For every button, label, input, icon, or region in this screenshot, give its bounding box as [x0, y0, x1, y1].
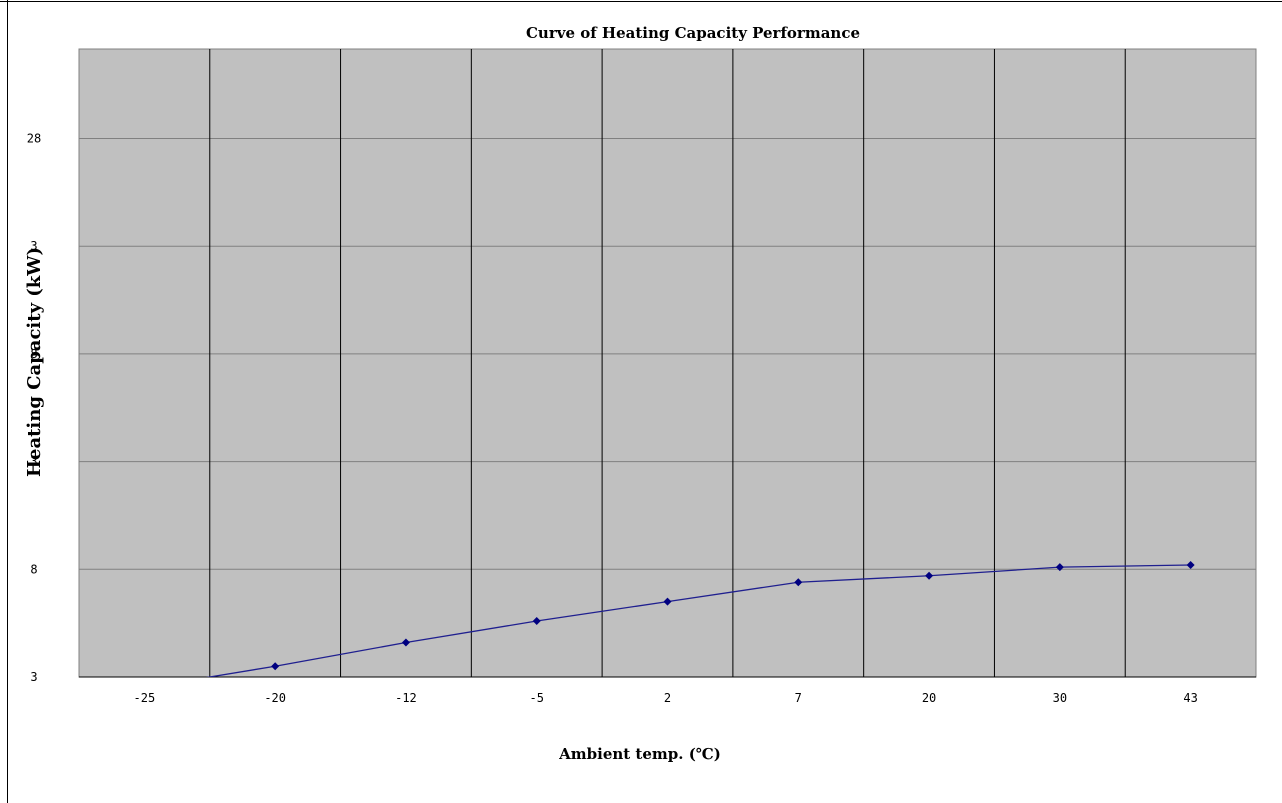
data-point: [794, 578, 803, 587]
x-tick-label: 43: [1183, 691, 1197, 705]
data-point: [663, 597, 672, 606]
data-point: [271, 662, 280, 671]
y-tick-label: 3: [30, 239, 37, 253]
y-tick-label: 8: [30, 347, 37, 361]
data-point: [532, 616, 541, 625]
x-tick-label: 2: [664, 691, 671, 705]
chart-title: Curve of Heating Capacity Performance: [526, 24, 860, 42]
data-point: [1186, 560, 1195, 569]
x-tick-labels: -25 -20 -12 -5 2 7 20 30 43: [134, 691, 1198, 705]
data-point: [925, 571, 934, 580]
grid-lines: [79, 49, 1256, 678]
plot-area: [78, 48, 1257, 678]
y-tick-labels: 3 8 3 8 3 28: [27, 132, 41, 685]
data-point: [401, 638, 410, 647]
x-tick-label: 30: [1053, 691, 1067, 705]
y-tick-label: 8: [30, 562, 37, 576]
data-point: [1055, 563, 1064, 572]
x-tick-label: -20: [264, 691, 286, 705]
x-axis-label: Ambient temp. (℃): [558, 745, 721, 763]
y-tick-label: 3: [30, 455, 37, 469]
y-tick-label: 3: [30, 670, 37, 684]
y-tick-label: 28: [27, 132, 41, 146]
y-axis-label: Heating Capacity (kW): [24, 247, 45, 477]
x-tick-label: -5: [529, 691, 543, 705]
x-tick-label: 7: [795, 691, 802, 705]
series-layer: [205, 560, 1195, 677]
x-tick-label: -25: [134, 691, 156, 705]
plot-background: [78, 48, 1257, 678]
x-tick-label: 20: [922, 691, 936, 705]
x-tick-label: -12: [395, 691, 417, 705]
